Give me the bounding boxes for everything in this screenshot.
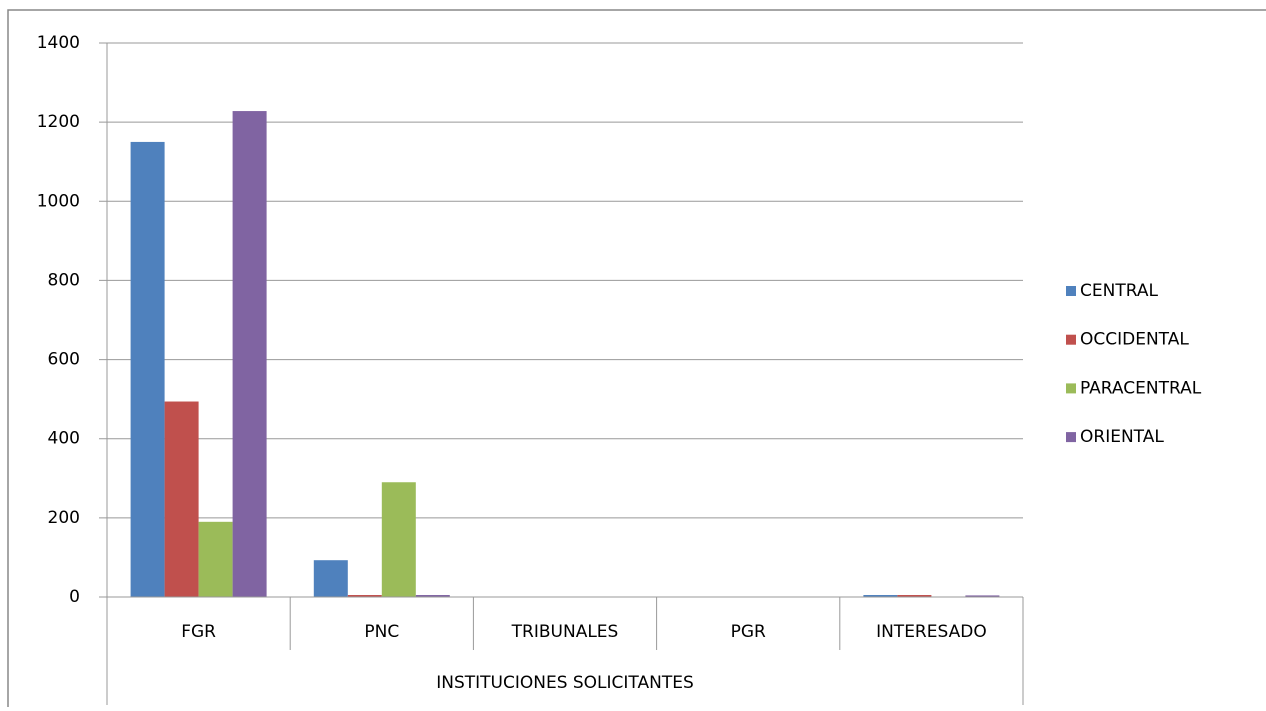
bar	[347, 595, 382, 597]
bar	[381, 482, 416, 597]
bar	[965, 595, 1000, 597]
legend-label: ORIENTAL	[1080, 427, 1164, 447]
bar	[198, 521, 233, 597]
x-tick-label: FGR	[181, 622, 216, 642]
x-axis-title: INSTITUCIONES SOLICITANTES	[436, 673, 694, 693]
y-tick-label: 1200	[37, 112, 80, 132]
y-tick-label: 400	[48, 429, 80, 449]
bar	[415, 595, 450, 597]
y-tick-label: 200	[48, 508, 80, 528]
bar	[897, 595, 932, 597]
legend-swatch	[1066, 286, 1076, 296]
x-tick-label: PGR	[731, 622, 766, 642]
legend-swatch	[1066, 334, 1076, 345]
bar	[130, 141, 165, 597]
legend-label: PARACENTRAL	[1080, 378, 1202, 398]
x-tick-label: PNC	[364, 622, 399, 642]
y-tick-label: 1400	[37, 33, 80, 53]
bar	[232, 111, 267, 597]
y-tick-label: 800	[48, 270, 80, 290]
legend-swatch	[1066, 383, 1076, 394]
legend-label: CENTRAL	[1080, 281, 1158, 301]
chart-frame	[7, 9, 1266, 711]
y-tick-label: 600	[48, 350, 80, 370]
y-tick-label: 0	[69, 587, 80, 607]
x-tick-label: TRIBUNALES	[511, 622, 619, 642]
legend-label: OCCIDENTAL	[1080, 330, 1189, 350]
bar	[313, 560, 348, 597]
x-tick-label: INTERESADO	[876, 622, 987, 642]
bar	[164, 401, 199, 597]
bar	[863, 595, 898, 597]
legend-swatch	[1066, 432, 1076, 443]
y-tick-label: 1000	[37, 191, 80, 211]
